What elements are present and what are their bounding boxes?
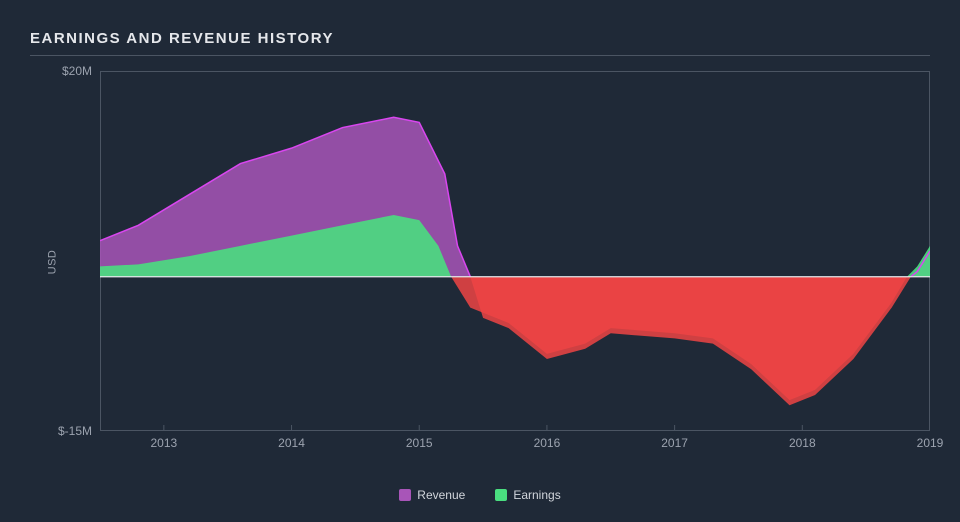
y-axis: USD $20M $-15M bbox=[30, 71, 100, 453]
y-label-bottom: $-15M bbox=[58, 424, 92, 438]
title-divider bbox=[30, 55, 930, 56]
chart-body: USD $20M $-15M 2013201420152016201720182… bbox=[30, 71, 930, 453]
x-tick-label: 2016 bbox=[534, 436, 561, 450]
chart-svg bbox=[100, 71, 930, 431]
legend-label-revenue: Revenue bbox=[417, 488, 465, 502]
legend-item-earnings: Earnings bbox=[495, 488, 560, 502]
legend-swatch-earnings bbox=[495, 489, 507, 501]
x-tick-label: 2014 bbox=[278, 436, 305, 450]
chart-container: EARNINGS AND REVENUE HISTORY USD $20M $-… bbox=[0, 0, 960, 522]
x-axis: 2013201420152016201720182019 bbox=[100, 436, 930, 456]
y-axis-title: USD bbox=[46, 250, 58, 275]
x-tick-label: 2017 bbox=[661, 436, 688, 450]
x-tick-label: 2015 bbox=[406, 436, 433, 450]
chart-title: EARNINGS AND REVENUE HISTORY bbox=[30, 30, 930, 47]
legend: Revenue Earnings bbox=[30, 488, 930, 502]
x-tick-label: 2013 bbox=[150, 436, 177, 450]
y-label-top: $20M bbox=[62, 64, 92, 78]
x-tick-label: 2019 bbox=[917, 436, 944, 450]
legend-item-revenue: Revenue bbox=[399, 488, 465, 502]
x-tick-label: 2018 bbox=[789, 436, 816, 450]
plot-area: 2013201420152016201720182019 bbox=[100, 71, 930, 431]
legend-label-earnings: Earnings bbox=[513, 488, 560, 502]
legend-swatch-revenue bbox=[399, 489, 411, 501]
